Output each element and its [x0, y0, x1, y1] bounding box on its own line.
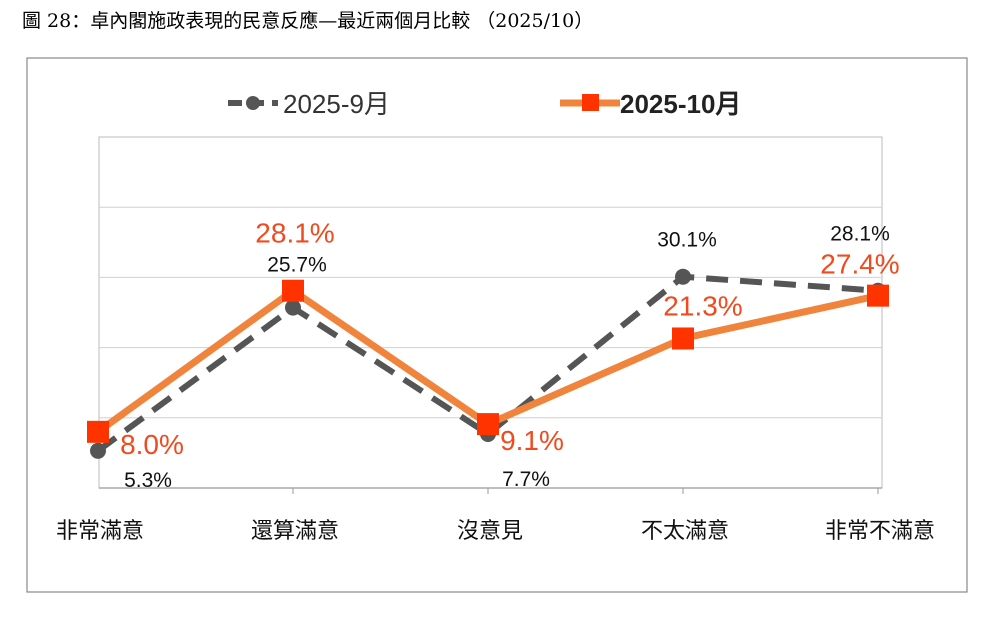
data-label-oct: 9.1%	[500, 425, 564, 456]
x-tick-label: 非常不滿意	[825, 518, 935, 543]
legend-label-oct: 2025-10月	[620, 89, 741, 119]
data-label-oct: 8.0%	[120, 429, 184, 460]
data-label-sep: 7.7%	[502, 468, 550, 491]
point-sep	[675, 268, 691, 285]
point-sep	[90, 442, 106, 459]
data-label-oct: 28.1%	[255, 218, 334, 249]
data-label-sep: 28.1%	[830, 223, 890, 246]
x-tick-label: 非常滿意	[56, 518, 144, 543]
x-tick-label: 不太滿意	[641, 518, 729, 543]
data-label-sep: 5.3%	[124, 469, 172, 492]
x-tick-label: 沒意見	[457, 518, 523, 543]
point-oct	[282, 279, 304, 302]
x-tick-label: 還算滿意	[251, 518, 339, 543]
data-label-sep: 30.1%	[657, 229, 717, 252]
figure-title: 圖 28：卓內閣施政表現的民意反應—最近兩個月比較 （2025/10）	[22, 10, 594, 32]
legend: 2025-9月 2025-10月	[228, 89, 741, 119]
legend-label-sep: 2025-9月	[283, 89, 390, 119]
point-oct	[87, 420, 109, 443]
legend-marker-oct	[582, 94, 599, 111]
point-oct	[867, 284, 889, 307]
data-label-sep: 25.7%	[267, 254, 327, 277]
data-label-oct: 21.3%	[663, 290, 742, 321]
point-oct	[477, 413, 499, 436]
series-line-sep	[96, 273, 879, 454]
point-sep	[285, 299, 301, 316]
point-oct	[672, 327, 694, 350]
data-label-oct: 27.4%	[820, 249, 899, 280]
legend-marker-sep	[246, 96, 260, 110]
